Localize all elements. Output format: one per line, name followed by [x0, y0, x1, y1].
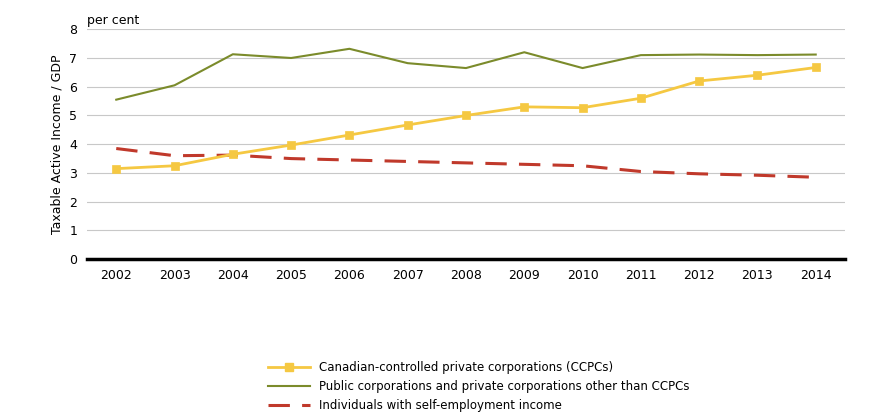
Y-axis label: Taxable Active Income / GDP: Taxable Active Income / GDP — [51, 54, 64, 234]
Legend: Canadian-controlled private corporations (CCPCs), Public corporations and privat: Canadian-controlled private corporations… — [268, 361, 690, 412]
Text: per cent: per cent — [87, 14, 139, 27]
